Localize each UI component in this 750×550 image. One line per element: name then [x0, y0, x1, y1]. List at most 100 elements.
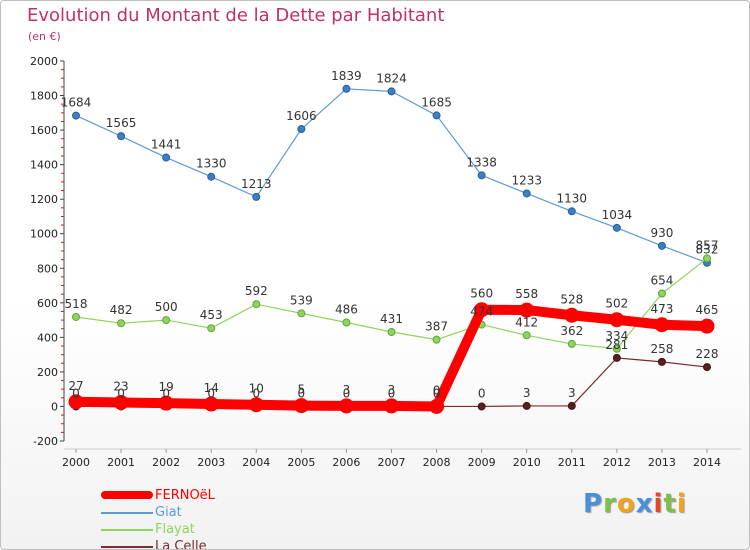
y-tick-label: 0	[51, 400, 58, 413]
data-label-flayat: 453	[200, 308, 223, 322]
data-label-fernoel: 3	[388, 383, 396, 397]
data-point-la-celle	[522, 401, 531, 410]
data-label-fernoel: 14	[204, 381, 219, 395]
data-point-giat	[117, 132, 126, 141]
data-label-fernoel: 528	[560, 292, 583, 306]
x-tick-label: 2003	[197, 456, 225, 469]
data-label-fernoel: 0	[433, 383, 441, 397]
data-label-la-celle: 3	[523, 386, 531, 400]
legend-label-la-celle: La Celle	[155, 539, 207, 550]
data-label-giat: 1685	[421, 95, 452, 109]
chart-value-labels: 1684 1565 1441 1330 1213 1606 1839 1824 1685 1338…	[61, 69, 719, 401]
y-tick-label: 1800	[30, 90, 58, 103]
data-label-fernoel: 560	[470, 287, 493, 301]
x-tick-label: 2010	[513, 456, 541, 469]
x-tick-label: 2000	[62, 456, 90, 469]
legend-swatch-la-celle	[101, 546, 153, 548]
data-point-fernoel	[429, 398, 445, 414]
data-point-flayat	[522, 331, 531, 340]
legend-item-flayat: Flayat	[101, 521, 301, 538]
data-label-la-celle: 3	[568, 386, 576, 400]
data-point-giat	[72, 111, 80, 120]
y-tick-label: 1600	[30, 124, 58, 137]
data-label-flayat: 334	[605, 329, 628, 343]
data-point-giat	[477, 171, 486, 180]
data-label-giat: 832	[696, 243, 719, 257]
legend-swatch-flayat	[101, 529, 153, 531]
data-label-la-celle: 0	[298, 386, 306, 400]
data-label-la-celle: 281	[605, 338, 628, 352]
data-label-flayat: 654	[650, 273, 673, 287]
data-point-la-celle	[657, 357, 666, 366]
data-point-fernoel	[158, 395, 174, 411]
data-label-la-celle: 0	[162, 386, 170, 400]
data-label-giat: 1606	[286, 109, 317, 123]
legend-item-giat: Giat	[101, 504, 301, 521]
data-label-flayat: 387	[425, 320, 448, 334]
data-label-la-celle: 0	[343, 386, 351, 400]
data-label-la-celle: 0	[72, 386, 80, 400]
data-label-flayat: 482	[110, 303, 133, 317]
data-point-flayat	[207, 324, 216, 333]
data-point-flayat	[657, 289, 666, 298]
data-point-flayat	[612, 344, 621, 353]
legend-label-giat: Giat	[155, 505, 182, 520]
data-point-flayat	[72, 312, 80, 321]
x-tick-label: 2004	[242, 456, 270, 469]
data-label-fernoel: 558	[515, 287, 538, 301]
data-point-giat	[252, 192, 261, 201]
data-label-la-celle: 0	[433, 386, 441, 400]
data-point-giat	[612, 223, 621, 232]
data-label-giat: 1684	[61, 96, 92, 110]
data-point-giat	[567, 207, 576, 216]
data-point-giat	[207, 172, 216, 181]
y-tick-label: 200	[37, 366, 58, 379]
x-tick-label: 2009	[468, 456, 496, 469]
x-tick-label: 2002	[152, 456, 180, 469]
y-tick-label: 2000	[30, 55, 58, 68]
data-point-flayat	[162, 316, 171, 325]
data-label-la-celle: 258	[650, 342, 673, 356]
data-label-flayat: 592	[245, 284, 268, 298]
data-label-fernoel: 502	[605, 297, 628, 311]
data-point-flayat	[117, 319, 126, 328]
x-tick-label: 2014	[693, 456, 721, 469]
data-label-la-celle: 0	[252, 386, 260, 400]
data-label-flayat: 486	[335, 303, 358, 317]
data-point-giat	[657, 241, 666, 250]
data-label-giat: 1839	[331, 69, 362, 83]
data-label-fernoel: 3	[343, 383, 351, 397]
data-label-giat: 1330	[196, 157, 227, 171]
x-tick-label: 2005	[287, 456, 315, 469]
data-point-giat	[432, 111, 441, 120]
data-label-fernoel: 465	[696, 303, 719, 317]
y-tick-label: 600	[37, 297, 58, 310]
x-tick-label: 2008	[423, 456, 451, 469]
data-point-giat	[162, 153, 171, 162]
data-point-fernoel	[654, 317, 670, 333]
data-label-la-celle: 0	[117, 386, 125, 400]
data-point-fernoel	[474, 302, 490, 318]
data-label-giat: 1565	[106, 116, 137, 130]
data-point-fernoel	[293, 398, 309, 414]
data-point-fernoel	[68, 394, 84, 410]
data-label-giat: 1213	[241, 177, 272, 191]
data-label-flayat: 539	[290, 293, 313, 307]
data-point-flayat	[252, 300, 261, 309]
data-label-giat: 1233	[511, 173, 542, 187]
data-label-giat: 1338	[466, 155, 497, 169]
legend-item-fernoel: FERNOëL	[101, 487, 301, 504]
data-point-fernoel	[248, 397, 264, 413]
data-point-giat	[387, 87, 396, 96]
data-label-la-celle: 0	[207, 386, 215, 400]
data-point-giat	[342, 84, 351, 93]
data-point-la-celle	[477, 402, 486, 411]
data-label-giat: 1130	[557, 191, 588, 205]
data-label-fernoel: 23	[113, 379, 128, 393]
x-tick-label: 2011	[558, 456, 586, 469]
legend-swatch-giat	[101, 512, 153, 514]
data-label-flayat: 474	[470, 305, 493, 319]
data-label-la-celle: 0	[388, 386, 396, 400]
y-tick-label: 800	[37, 262, 58, 275]
